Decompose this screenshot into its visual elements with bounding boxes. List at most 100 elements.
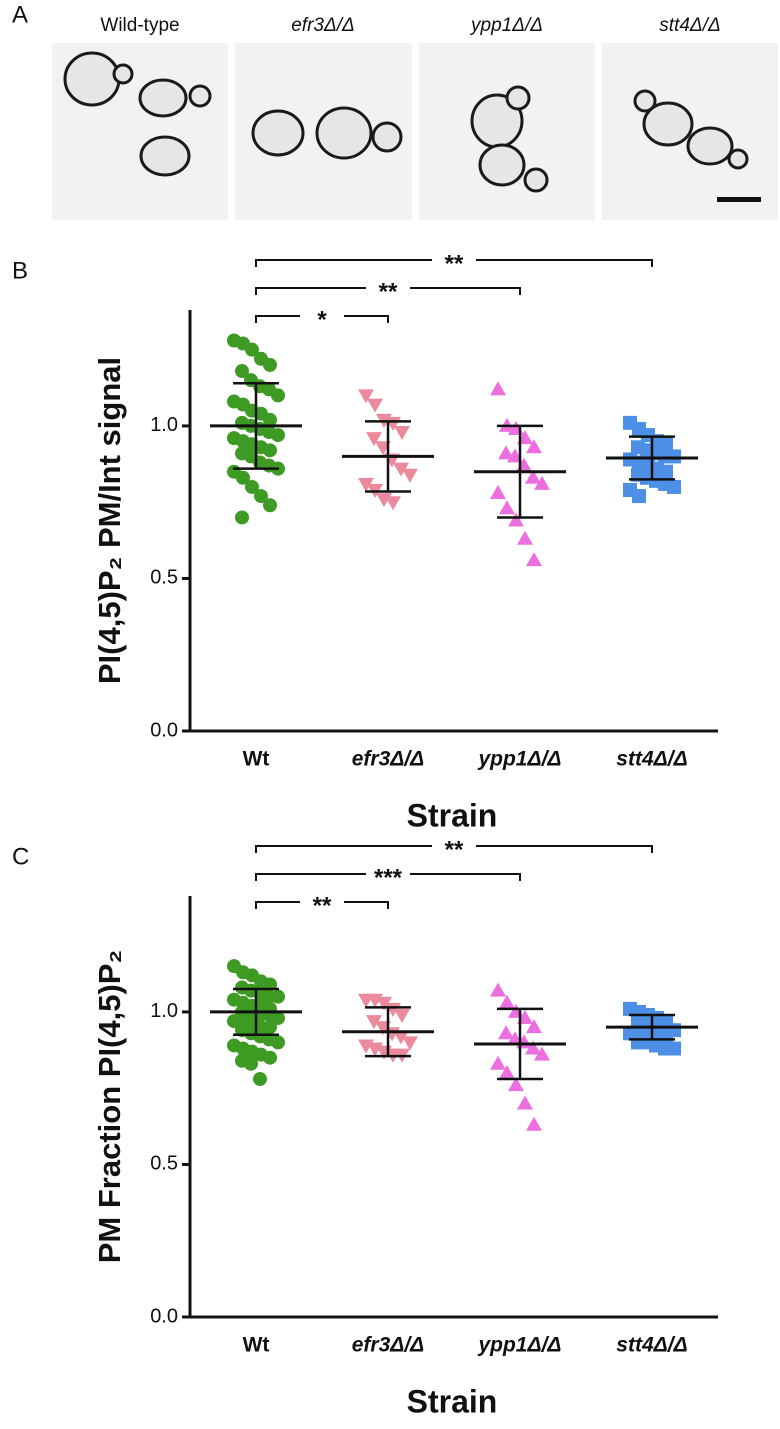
- scale-bar: [717, 197, 761, 202]
- data-point: [490, 381, 506, 396]
- data-point: [235, 364, 249, 379]
- error-bar: [233, 381, 279, 470]
- data-point: [271, 989, 285, 1004]
- data-point: [526, 1116, 542, 1131]
- cell: [505, 85, 531, 111]
- data-point: [366, 1015, 382, 1030]
- data-point: [526, 552, 542, 567]
- x-tick-label: Wt: [243, 1334, 270, 1357]
- error-bar: [365, 1006, 411, 1058]
- x-tick-label: efr3Δ/Δ: [352, 748, 425, 771]
- x-tick-label: efr3Δ/Δ: [352, 1334, 425, 1357]
- x-tick-label: ypp1Δ/Δ: [477, 1334, 561, 1357]
- data-point: [402, 468, 418, 483]
- label-bg: [300, 892, 344, 912]
- data-point: [271, 1011, 285, 1026]
- y-tick-label: 0.0: [150, 719, 178, 741]
- data-point: [526, 439, 542, 454]
- cell: [686, 126, 734, 166]
- y-axis-label: PM Fraction PI(4,5)P₂: [92, 950, 127, 1264]
- data-point: [263, 498, 277, 513]
- y-tick-label: 0.5: [150, 1153, 178, 1175]
- label-bg: [432, 836, 476, 856]
- data-point: [525, 1040, 541, 1055]
- data-point: [385, 496, 401, 511]
- label-bg: [432, 250, 476, 270]
- data-point: [394, 426, 410, 441]
- significance-label: **: [313, 892, 332, 919]
- error-bar: [233, 987, 279, 1037]
- data-point: [490, 982, 506, 997]
- y-tick-label: 0.5: [150, 567, 178, 589]
- significance-label: *: [317, 306, 327, 333]
- data-point: [263, 1020, 277, 1035]
- x-axis-label: Strain: [407, 797, 498, 833]
- panel-label: B: [12, 257, 28, 284]
- data-point: [667, 1041, 681, 1056]
- significance-label: **: [445, 250, 464, 277]
- data-point: [490, 1055, 506, 1070]
- y-tick-label: 1.0: [150, 1000, 178, 1022]
- data-point: [254, 489, 268, 504]
- significance-label: **: [379, 278, 398, 305]
- cell: [478, 143, 526, 187]
- label-bg: [366, 864, 410, 884]
- x-tick-label: Wt: [243, 748, 270, 771]
- data-point: [253, 1072, 267, 1087]
- significance-label: ***: [374, 864, 403, 891]
- data-point: [376, 996, 392, 1011]
- x-tick-label: stt4Δ/Δ: [616, 1334, 687, 1357]
- data-point: [358, 389, 374, 404]
- data-point: [499, 1064, 515, 1079]
- cell: [727, 148, 749, 170]
- data-point: [393, 1030, 409, 1045]
- data-point: [534, 1046, 550, 1061]
- cell: [523, 167, 549, 193]
- cell: [63, 51, 121, 107]
- image-label: Wild-type: [100, 15, 179, 36]
- image-label: efr3Δ/Δ: [291, 15, 355, 36]
- data-point: [402, 1036, 418, 1051]
- data-point: [394, 1008, 410, 1023]
- data-point: [271, 1035, 285, 1050]
- data-point: [358, 477, 374, 492]
- data-point: [667, 449, 681, 464]
- cell: [251, 109, 305, 157]
- data-point: [499, 500, 515, 515]
- label-bg: [366, 278, 410, 298]
- data-point: [498, 445, 514, 460]
- image-label: ypp1Δ/Δ: [469, 15, 543, 36]
- data-point: [499, 994, 515, 1009]
- cell: [633, 89, 657, 113]
- data-point: [263, 1050, 277, 1065]
- y-tick-label: 0.0: [150, 1305, 178, 1327]
- data-point: [245, 342, 259, 357]
- data-point: [263, 412, 277, 427]
- data-point: [244, 1056, 258, 1071]
- cell: [371, 121, 403, 153]
- data-point: [526, 1019, 542, 1034]
- error-bar: [629, 1013, 675, 1041]
- label-bg: [300, 306, 344, 326]
- cell: [188, 84, 212, 108]
- data-point: [393, 462, 409, 477]
- significance-label: **: [445, 836, 464, 863]
- panel-label: C: [12, 843, 29, 870]
- data-point: [525, 469, 541, 484]
- cell: [642, 101, 694, 147]
- error-bar: [497, 424, 543, 519]
- data-point: [263, 357, 277, 372]
- cell: [112, 63, 134, 85]
- panel-label: A: [12, 1, 28, 28]
- x-tick-label: ypp1Δ/Δ: [477, 748, 561, 771]
- y-tick-label: 1.0: [150, 414, 178, 436]
- data-point: [366, 432, 382, 447]
- cell: [138, 78, 188, 118]
- data-point: [490, 485, 506, 500]
- data-point: [235, 510, 249, 525]
- cell: [315, 106, 373, 160]
- data-point: [667, 479, 681, 494]
- data-point: [517, 530, 533, 545]
- image-label: stt4Δ/Δ: [659, 15, 720, 36]
